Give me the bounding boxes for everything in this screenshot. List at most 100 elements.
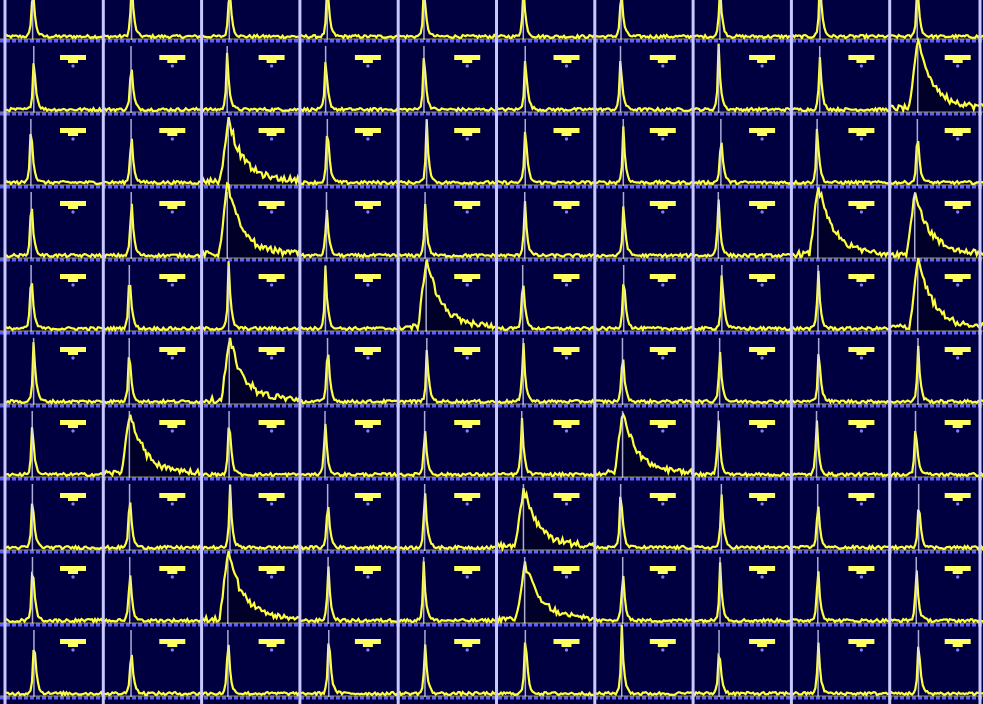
tab-indicator <box>68 352 78 355</box>
tab-indicator <box>945 566 971 571</box>
tab-dot <box>565 210 568 213</box>
tab-indicator <box>68 498 78 501</box>
tab-indicator <box>749 201 775 206</box>
tab-indicator <box>363 352 373 355</box>
tab-indicator <box>167 425 177 428</box>
tab-dot <box>366 429 369 432</box>
tab-dot <box>71 137 74 140</box>
tab-indicator <box>159 566 185 571</box>
tab-indicator <box>167 206 177 209</box>
tab-dot <box>366 64 369 67</box>
tab-dot <box>366 210 369 213</box>
tab-indicator <box>355 420 381 425</box>
tab-indicator <box>454 201 480 206</box>
tab-indicator <box>60 55 86 60</box>
tab-indicator <box>953 498 963 501</box>
tab-indicator <box>60 274 86 279</box>
tab-indicator <box>650 566 676 571</box>
tab-dot <box>661 210 664 213</box>
tab-dot <box>466 137 469 140</box>
tab-indicator <box>757 644 767 647</box>
tab-indicator <box>259 201 285 206</box>
tab-dot <box>761 502 764 505</box>
tab-dot <box>956 64 959 67</box>
background <box>0 0 983 704</box>
tab-indicator <box>848 55 874 60</box>
tab-indicator <box>462 425 472 428</box>
tab-dot <box>466 502 469 505</box>
tab-indicator <box>454 639 480 644</box>
tab-indicator <box>355 201 381 206</box>
tab-indicator <box>355 274 381 279</box>
tab-dot <box>171 356 174 359</box>
tab-indicator <box>554 128 580 133</box>
tab-dot <box>956 502 959 505</box>
tab-indicator <box>945 201 971 206</box>
tab-indicator <box>757 206 767 209</box>
tab-dot <box>565 137 568 140</box>
tab-indicator <box>749 55 775 60</box>
tab-indicator <box>159 493 185 498</box>
tab-dot <box>71 356 74 359</box>
tab-indicator <box>953 425 963 428</box>
tab-indicator <box>462 644 472 647</box>
tab-indicator <box>355 347 381 352</box>
tab-indicator <box>562 498 572 501</box>
tab-indicator <box>650 201 676 206</box>
tab-indicator <box>953 133 963 136</box>
tab-indicator <box>355 639 381 644</box>
tab-dot <box>956 137 959 140</box>
tab-indicator <box>454 55 480 60</box>
tab-dot <box>71 429 74 432</box>
tab-indicator <box>848 274 874 279</box>
tab-dot <box>270 137 273 140</box>
tab-indicator <box>856 498 866 501</box>
tab-dot <box>860 283 863 286</box>
tab-dot <box>860 575 863 578</box>
tab-indicator <box>650 347 676 352</box>
tab-indicator <box>363 571 373 574</box>
tab-indicator <box>68 60 78 63</box>
tab-dot <box>171 429 174 432</box>
tab-indicator <box>60 566 86 571</box>
tab-indicator <box>363 644 373 647</box>
tab-indicator <box>167 279 177 282</box>
tab-indicator <box>60 420 86 425</box>
tab-indicator <box>562 60 572 63</box>
tab-dot <box>366 502 369 505</box>
tab-indicator <box>658 206 668 209</box>
tab-dot <box>466 429 469 432</box>
tab-indicator <box>267 571 277 574</box>
tab-indicator <box>68 425 78 428</box>
tab-indicator <box>259 347 285 352</box>
tab-dot <box>71 283 74 286</box>
tab-indicator <box>363 279 373 282</box>
tab-indicator <box>454 566 480 571</box>
tab-dot <box>270 210 273 213</box>
tab-dot <box>565 64 568 67</box>
tab-indicator <box>658 425 668 428</box>
tab-indicator <box>856 571 866 574</box>
tab-indicator <box>856 352 866 355</box>
tab-indicator <box>267 352 277 355</box>
tab-indicator <box>953 352 963 355</box>
tab-indicator <box>658 498 668 501</box>
tab-dot <box>366 137 369 140</box>
tab-indicator <box>945 493 971 498</box>
tab-indicator <box>267 279 277 282</box>
tab-dot <box>661 283 664 286</box>
tab-indicator <box>259 639 285 644</box>
tab-dot <box>565 356 568 359</box>
tab-dot <box>366 283 369 286</box>
tab-indicator <box>363 206 373 209</box>
tab-dot <box>761 648 764 651</box>
tab-indicator <box>462 279 472 282</box>
tab-indicator <box>953 644 963 647</box>
tab-indicator <box>259 566 285 571</box>
tab-dot <box>565 283 568 286</box>
tab-dot <box>466 210 469 213</box>
tab-indicator <box>462 352 472 355</box>
tab-indicator <box>945 347 971 352</box>
tab-indicator <box>267 498 277 501</box>
tab-indicator <box>749 420 775 425</box>
